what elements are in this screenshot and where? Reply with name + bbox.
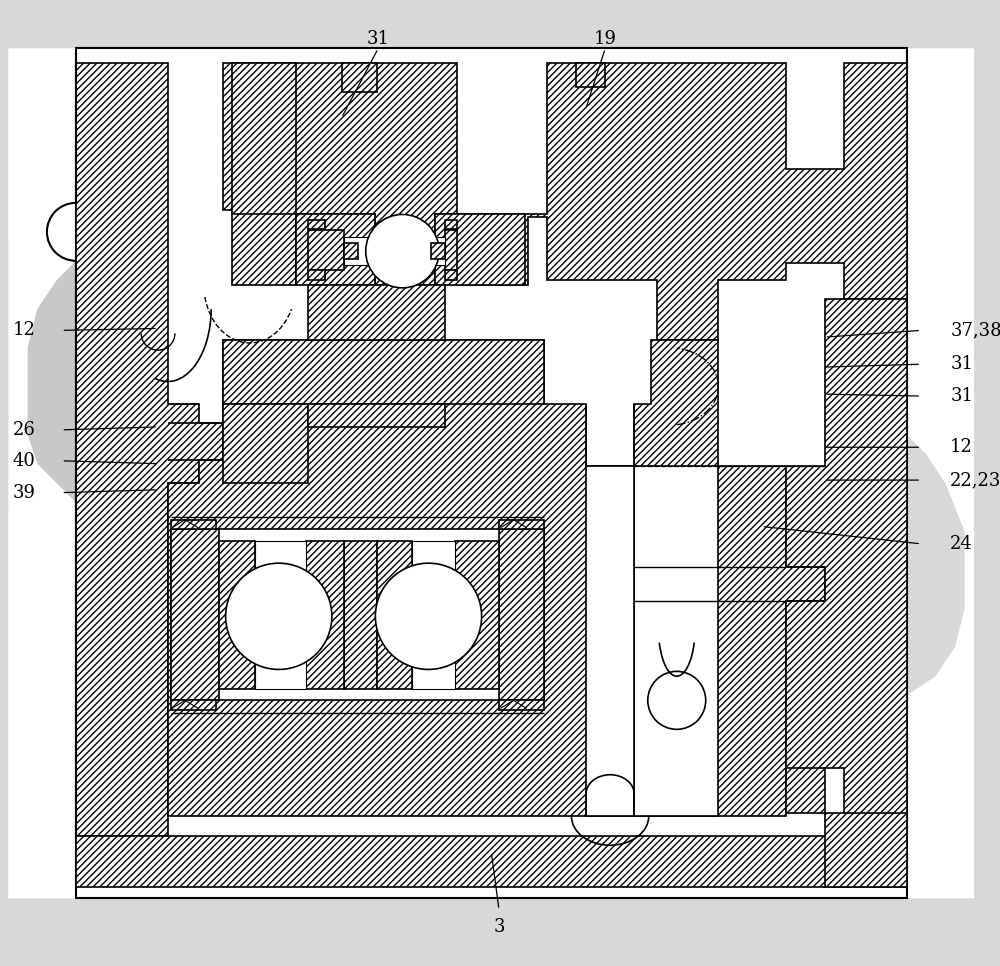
- Polygon shape: [308, 220, 325, 229]
- Polygon shape: [76, 63, 223, 836]
- Polygon shape: [344, 541, 377, 689]
- Polygon shape: [377, 541, 412, 689]
- Polygon shape: [499, 700, 544, 710]
- Polygon shape: [296, 214, 375, 285]
- Polygon shape: [223, 63, 457, 285]
- Text: 31: 31: [950, 387, 973, 405]
- Polygon shape: [171, 700, 216, 710]
- Polygon shape: [445, 220, 457, 229]
- Polygon shape: [412, 541, 455, 689]
- Text: 39: 39: [12, 484, 35, 501]
- Circle shape: [366, 214, 439, 288]
- Polygon shape: [457, 63, 907, 340]
- Polygon shape: [171, 529, 544, 700]
- Polygon shape: [8, 48, 76, 898]
- Text: 31: 31: [950, 355, 973, 373]
- Polygon shape: [223, 404, 308, 483]
- Text: 24: 24: [950, 535, 973, 553]
- Polygon shape: [825, 813, 907, 887]
- Text: 19: 19: [594, 30, 617, 47]
- Text: 26: 26: [12, 421, 35, 439]
- Polygon shape: [219, 541, 255, 689]
- Polygon shape: [634, 466, 718, 816]
- Polygon shape: [907, 48, 974, 898]
- Polygon shape: [306, 541, 344, 689]
- Polygon shape: [435, 214, 525, 285]
- Polygon shape: [499, 520, 544, 529]
- Circle shape: [648, 671, 706, 729]
- Polygon shape: [344, 243, 358, 259]
- Polygon shape: [344, 237, 445, 265]
- Polygon shape: [255, 541, 306, 689]
- Text: 12: 12: [12, 322, 35, 339]
- Polygon shape: [308, 270, 325, 280]
- Polygon shape: [431, 243, 445, 259]
- Text: 12: 12: [950, 439, 973, 456]
- Polygon shape: [232, 63, 296, 214]
- Polygon shape: [223, 340, 544, 404]
- Polygon shape: [168, 340, 825, 816]
- Text: 3: 3: [493, 919, 505, 936]
- Polygon shape: [8, 242, 76, 512]
- Text: 31: 31: [367, 30, 390, 47]
- Polygon shape: [308, 404, 445, 427]
- Polygon shape: [308, 230, 344, 270]
- Circle shape: [375, 563, 482, 669]
- Polygon shape: [308, 285, 445, 340]
- Polygon shape: [576, 63, 605, 87]
- Polygon shape: [342, 63, 377, 92]
- Polygon shape: [455, 541, 499, 689]
- Polygon shape: [499, 529, 544, 700]
- Polygon shape: [445, 230, 457, 270]
- Polygon shape: [171, 529, 219, 700]
- Polygon shape: [586, 466, 634, 816]
- Text: 22,23: 22,23: [950, 471, 1000, 489]
- Polygon shape: [786, 299, 907, 887]
- Polygon shape: [445, 270, 457, 280]
- Text: 40: 40: [12, 452, 35, 469]
- Bar: [76, 48, 907, 898]
- Polygon shape: [76, 836, 844, 887]
- Circle shape: [226, 563, 332, 669]
- Text: 37,38: 37,38: [950, 322, 1000, 339]
- Polygon shape: [171, 520, 216, 529]
